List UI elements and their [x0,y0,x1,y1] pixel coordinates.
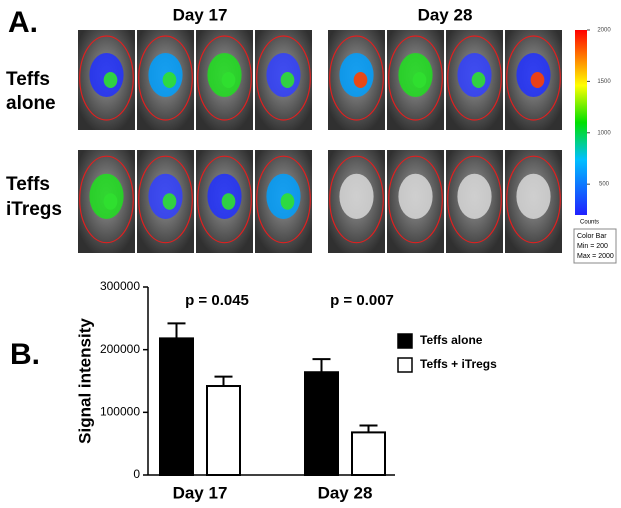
row-label: Teffs [6,174,50,195]
mouse-images [78,30,562,253]
roi-circle [506,155,561,244]
colorbar-box [573,228,617,264]
roi-circle [79,35,134,121]
roi-circle [256,155,311,244]
roi-circle [79,155,134,244]
y-tick-label: 300000 [100,279,140,293]
bar [159,337,194,476]
roi-circle [447,35,502,121]
colorbar-min: Min = 200 [577,243,608,250]
roi-circle [388,155,443,244]
signal-blob [339,173,374,220]
row-label: iTregs [6,199,62,220]
roi-circle [506,35,561,121]
x-tick-label: Day 28 [318,483,373,502]
colorbar-max: Max = 2000 [577,253,614,260]
roi-circle [447,155,502,244]
signal-blob [221,72,236,88]
signal-blob [412,72,427,88]
signal-blob [398,173,433,220]
signal-blob [162,72,177,88]
legend-swatch [397,357,413,373]
signal-blob [162,193,177,210]
x-tick-label: Day 17 [173,483,228,502]
roi-circle [138,35,193,121]
signal-blob [471,72,486,88]
roi-circle [197,35,252,121]
bar [206,385,241,476]
bar [351,431,386,476]
signal-blob [516,173,551,220]
signal-blob [280,72,295,88]
panel-label: A. [8,6,38,39]
legend-swatch [397,333,413,349]
colorbar-tick-label: 500 [599,182,610,188]
roi-circle [197,155,252,244]
bar [304,371,339,476]
signal-blob [353,72,368,88]
roi-circle [138,155,193,244]
column-label: Day 28 [418,5,473,24]
legend-label: Teffs + iTregs [420,357,497,371]
row-label: Teffs [6,69,50,90]
colorbar-tick-label: 2000 [597,28,611,34]
roi-circle [329,35,384,121]
signal-blob [221,193,236,210]
colorbar-unit: Counts [580,220,599,226]
row-label: alone [6,93,56,114]
signal-blob [530,72,545,88]
roi-circle [256,35,311,121]
colorbar-tick-label: 1000 [597,130,611,136]
y-tick-label: 200000 [100,342,140,356]
y-tick-label: 100000 [100,405,140,419]
y-tick-label: 0 [133,467,140,481]
signal-blob [457,173,492,220]
colorbar-title: Color Bar [577,233,607,240]
legend-label: Teffs alone [420,333,483,347]
column-label: Day 17 [173,5,228,24]
colorbar [575,30,587,215]
colorbar-tick-label: 1500 [597,79,611,85]
annotation: p = 0.007 [330,292,394,309]
roi-circle [388,35,443,121]
signal-blob [280,193,295,210]
roi-circle [329,155,384,244]
annotation: p = 0.045 [185,292,249,309]
signal-blob [103,72,118,88]
signal-blob [103,193,118,210]
y-axis-label: Signal intensity [75,318,94,444]
panel-label: B. [10,338,40,371]
